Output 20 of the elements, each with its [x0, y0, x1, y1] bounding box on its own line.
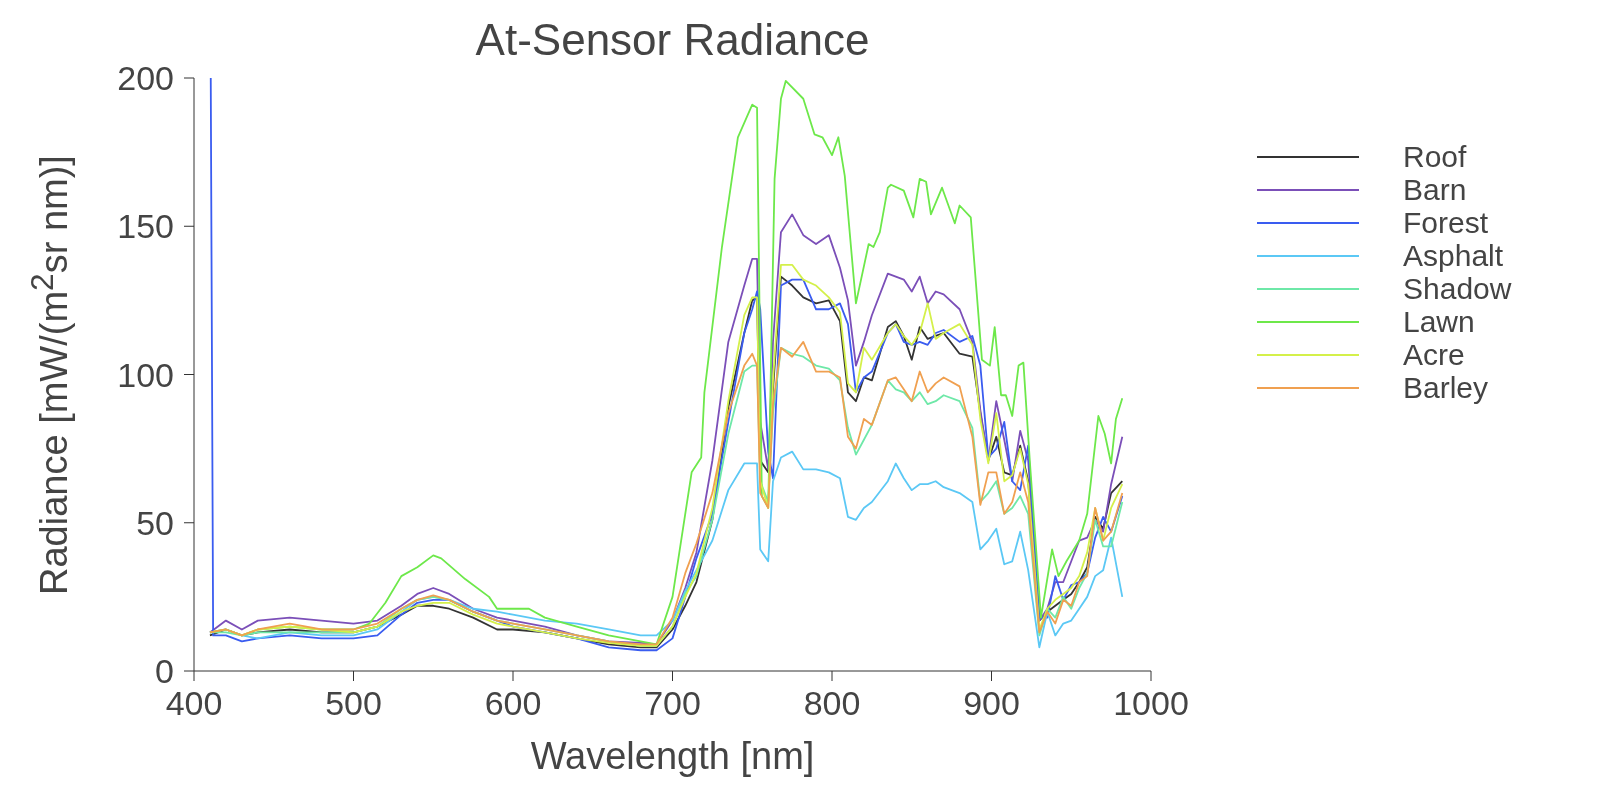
legend-label: Asphalt [1403, 239, 1504, 272]
y-tick-label: 150 [117, 207, 174, 246]
legend-label: Roof [1403, 140, 1467, 173]
y-tick-label: 50 [136, 503, 174, 542]
x-tick-label: 600 [484, 684, 542, 723]
legend-label: Barley [1403, 371, 1489, 404]
x-tick-label: 900 [963, 684, 1020, 723]
legend-label: Lawn [1403, 305, 1475, 338]
legend-label: Barn [1403, 173, 1467, 206]
chart-title: At-Sensor Radiance [474, 14, 871, 66]
x-tick-label: 700 [644, 684, 701, 723]
x-tick-label: 800 [803, 684, 861, 723]
x-tick-label: 500 [325, 684, 382, 723]
y-tick-label: 100 [117, 355, 174, 394]
x-tick-label: 1000 [1113, 684, 1189, 723]
legend-label: Shadow [1403, 272, 1512, 305]
legend-label: Acre [1403, 338, 1465, 371]
x-axis-title: Wavelength [nm] [529, 734, 816, 779]
y-tick-label: 200 [117, 59, 174, 98]
legend-label: Forest [1403, 206, 1489, 239]
